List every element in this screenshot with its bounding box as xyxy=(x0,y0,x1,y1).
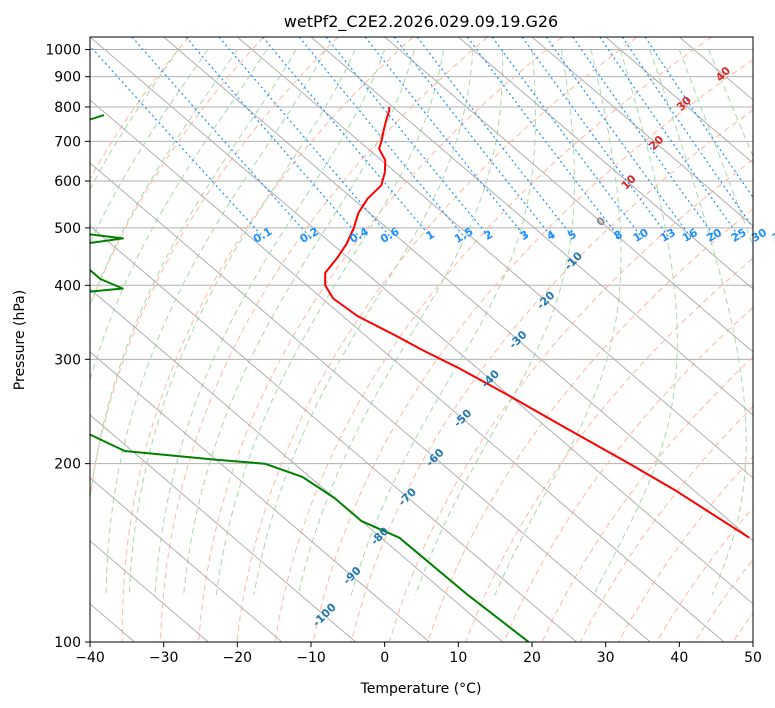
y-tick-label: 600 xyxy=(54,174,81,190)
isotherm xyxy=(90,225,577,642)
isotherm xyxy=(458,37,753,290)
isotherm xyxy=(90,37,753,605)
moist-adiabats xyxy=(90,49,753,596)
mixing-ratio-label: 36 xyxy=(770,226,775,245)
isotherm xyxy=(605,37,753,164)
moist-adiabat xyxy=(154,49,386,596)
mixing-ratio-line xyxy=(545,37,693,239)
y-tick-label: 300 xyxy=(54,352,81,368)
dry-adiabat xyxy=(160,37,488,642)
moist-adiabat xyxy=(215,49,444,596)
moist-adiabat xyxy=(183,49,415,596)
dewpoint-profile xyxy=(90,114,530,642)
temperature-profile xyxy=(324,106,750,539)
isotherms xyxy=(90,37,753,642)
isotherm xyxy=(163,37,753,542)
x-axis-label: Temperature (°C) xyxy=(360,681,482,697)
pressure-gridlines xyxy=(90,49,753,642)
y-tick-label: 400 xyxy=(54,278,81,294)
y-tick-label: 200 xyxy=(54,457,81,473)
y-tick-label: 100 xyxy=(54,635,81,651)
moist-adiabat xyxy=(297,49,504,596)
isotherm xyxy=(90,477,283,642)
dry-adiabat xyxy=(236,37,638,642)
isotherm xyxy=(237,37,753,479)
dry-adiabat xyxy=(90,37,264,308)
moist-adiabat xyxy=(350,49,536,596)
moist-adiabat xyxy=(593,49,678,596)
mixing-ratio-line xyxy=(491,37,643,239)
moist-adiabat xyxy=(708,49,753,158)
x-tick-label: 20 xyxy=(523,650,541,666)
plot-area xyxy=(90,37,753,642)
moist-adiabat xyxy=(253,49,474,596)
moist-adiabat xyxy=(649,49,747,596)
isotherm xyxy=(310,37,753,416)
dry-adiabat xyxy=(90,37,339,501)
mixing-ratio-line xyxy=(298,37,467,239)
mixing-ratio-line xyxy=(467,37,621,239)
moist-adiabat xyxy=(128,49,356,596)
dry-adiabat xyxy=(90,37,190,180)
isotherm xyxy=(90,351,430,642)
mixing-ratio-line xyxy=(364,37,527,239)
sounding-profiles xyxy=(90,106,750,642)
mixing-ratio-line xyxy=(521,37,671,239)
y-tick-label: 800 xyxy=(54,100,81,116)
dry-adiabat xyxy=(312,59,753,642)
x-tick-label: 40 xyxy=(670,650,688,666)
x-tick-label: 10 xyxy=(449,650,467,666)
y-tick-label: 900 xyxy=(54,70,81,86)
isotherm xyxy=(90,99,725,642)
moist-adiabat xyxy=(494,49,622,596)
mixing-ratio-line xyxy=(416,37,575,239)
isotherm xyxy=(90,414,356,642)
y-tick-label: 700 xyxy=(54,134,81,150)
x-tick-label: −40 xyxy=(75,650,105,666)
x-tick-label: −30 xyxy=(149,650,179,666)
isotherm xyxy=(90,288,504,642)
plot-frame xyxy=(89,36,754,643)
y-tick-label: 1000 xyxy=(45,43,81,59)
mixing-ratio-line xyxy=(185,37,362,239)
mixing-ratio-line xyxy=(218,37,393,239)
mixing-ratio-lines xyxy=(90,37,753,239)
x-tick-label: −10 xyxy=(296,650,326,666)
x-tick-label: 50 xyxy=(744,650,762,666)
dry-adiabat xyxy=(198,37,563,642)
dry-adiabat xyxy=(350,109,753,642)
mixing-ratio-line xyxy=(262,37,433,239)
isotherm xyxy=(90,162,651,642)
y-axis-label: Pressure (hPa) xyxy=(12,290,28,390)
moist-adiabat xyxy=(678,49,753,248)
chart-title: wetPf2_C2E2.2026.029.09.19.G26 xyxy=(284,12,558,32)
y-tick-label: 500 xyxy=(54,221,81,237)
y-axis-ticks: 100 200 300 400 500 600 700 800 900 1000 xyxy=(45,43,90,651)
mixing-ratio-line xyxy=(644,37,753,199)
moist-adiabat xyxy=(415,49,575,596)
x-tick-label: 30 xyxy=(597,650,615,666)
mixing-ratio-line xyxy=(325,37,491,239)
isotherm xyxy=(384,37,753,353)
x-tick-label: −20 xyxy=(223,650,253,666)
x-tick-label: 0 xyxy=(380,650,389,666)
x-axis-ticks: −40 −30 −20 −10 0 10 20 30 40 50 xyxy=(75,642,762,666)
mixing-ratio-line xyxy=(393,37,554,239)
isotherm xyxy=(531,37,753,227)
